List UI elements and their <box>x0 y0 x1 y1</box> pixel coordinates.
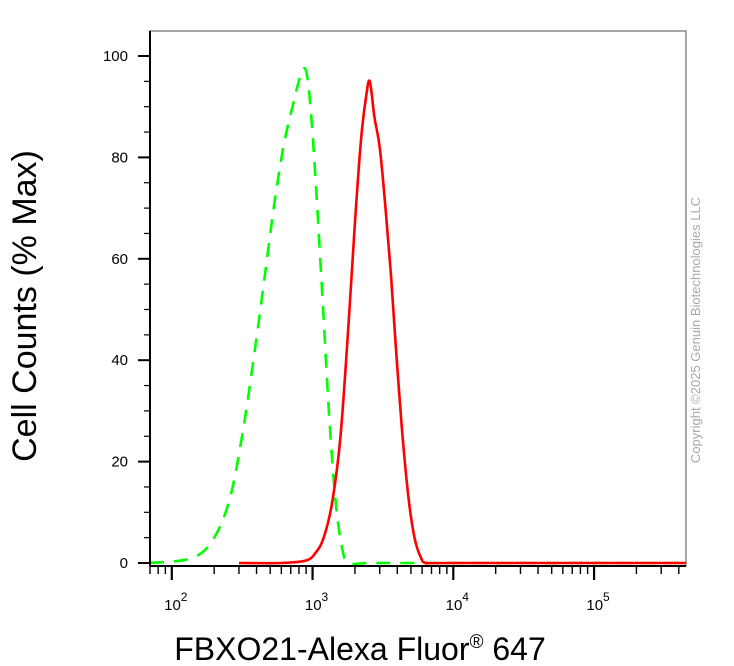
control-series-line <box>149 67 686 566</box>
y-axis-title: Cell Counts (% Max) <box>6 150 44 462</box>
y-tick-label: 20 <box>111 454 128 471</box>
x-tick-base: 10 <box>305 597 322 614</box>
x-tick-exponent: 2 <box>181 590 188 604</box>
x-tick-label: 102 <box>164 590 188 614</box>
copyright-watermark: Copyright ©2025 Genuin Biotechnologies L… <box>688 197 703 463</box>
y-tick-label: 60 <box>111 251 128 268</box>
x-tick-exponent: 3 <box>322 590 329 604</box>
x-tick-base: 10 <box>446 597 463 614</box>
sample-series-line <box>238 79 686 565</box>
plot-frame <box>149 30 687 567</box>
y-tick-label: 80 <box>111 149 128 166</box>
registered-mark: ® <box>469 632 483 653</box>
x-axis: 102 103 104 105 <box>149 565 686 614</box>
x-tick-label: 105 <box>586 590 610 614</box>
x-tick-label: 103 <box>305 590 329 614</box>
y-tick-label: 40 <box>111 352 128 369</box>
y-tick-label: 0 <box>120 555 128 572</box>
x-axis-title-text: FBXO21-Alexa Fluor <box>174 631 470 666</box>
x-axis-title: FBXO21-Alexa Fluor® 647 <box>174 631 546 666</box>
x-tick-exponent: 5 <box>603 590 610 604</box>
y-axis: 0 20 40 60 80 100 <box>103 31 151 572</box>
x-tick-base: 10 <box>586 597 603 614</box>
x-axis-title-suffix: 647 <box>483 631 545 666</box>
series-layer <box>149 67 686 566</box>
y-tick-label: 100 <box>103 48 128 65</box>
x-tick-label: 104 <box>446 590 470 614</box>
x-tick-exponent: 4 <box>462 590 469 604</box>
x-tick-base: 10 <box>164 597 181 614</box>
